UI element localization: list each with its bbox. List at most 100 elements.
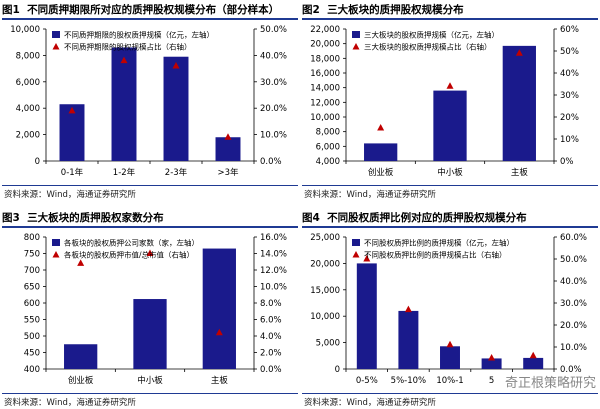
y-tick-label-left: 750 [24,250,40,260]
chart-title-1: 图1 不同质押期限所对应的质押股权规模分布（部分样本） [2,2,298,20]
y-tick-label-right: 8.0% [260,299,282,309]
y-tick-label-left: 16,000 [310,69,340,79]
chart-panel-1: 图1 不同质押期限所对应的质押股权规模分布（部分样本） 0 2,000 4,000 6… [2,2,298,202]
x-tick-label: 中小板 [437,167,463,178]
source-rule [302,393,598,394]
bar [59,104,85,161]
y-tick-label-right: 60% [560,25,579,35]
bar [133,299,167,369]
marker-point [146,249,154,256]
legend-bar-swatch [52,31,60,38]
legend-label: 三大板块的股权质押规模（亿元，左轴） [364,30,499,40]
source-note: 资料来源：Wind，海通证券研究所 [304,190,436,200]
source-note: 资料来源：Wind，海通证券研究所 [4,398,136,408]
figure-title: 不同股权质押比例对应的质押股权规模分布 [327,212,527,224]
y-tick-label-right: 30.0% [560,299,587,309]
x-tick-label: 0-5% [356,376,378,386]
y-tick-label-left: 5,000 [316,339,340,349]
marker-point [377,124,385,131]
y-tick-label-right: 10% [560,135,579,145]
y-tick-label-left: 6,000 [16,78,40,88]
x-tick-label: 5%-10% [391,376,426,386]
bar [111,47,137,162]
legend-label: 不同股权质押比例的质押规模占比（右轴） [364,250,507,260]
legend-label: 三大板块的股权质押规模占比（右轴） [364,42,492,52]
y-tick-label-right: 30% [560,91,579,101]
y-tick-label-left: 8,000 [316,128,340,138]
figure-number: 图2 [302,4,320,16]
marker-point [215,328,223,336]
y-tick-label-left: 10,000 [310,113,340,123]
y-tick-label-left: 12,000 [310,98,340,108]
marker-point [515,49,523,56]
marker-point [446,82,454,89]
y-tick-label-left: 18,000 [310,54,340,64]
y-tick-label-left: 6,000 [316,142,340,152]
bar [202,248,236,369]
y-tick-label-right: 0% [560,157,574,167]
y-tick-label-left: 14,000 [310,84,340,94]
y-tick-label-left: 22,000 [310,25,340,35]
figure-number: 图1 [2,4,20,16]
legend-label: 各板块的股权质押市值/总市值（右轴） [64,250,194,260]
y-tick-label-left: 10,000 [310,312,340,322]
figure-number: 图3 [2,212,20,224]
bar [502,45,536,161]
y-tick-label-right: 20.0% [560,321,587,331]
y-tick-label-right: 40% [560,69,579,79]
figure-number: 图4 [302,212,320,224]
figure-title: 三大板块的质押股权家数分布 [27,212,164,224]
x-tick-label: 创业板 [368,167,394,178]
y-tick-label-right: 4.0% [260,332,282,342]
marker-point [529,351,537,359]
y-tick-label-left: 0 [335,365,340,375]
bar-chart-3: 400 450 500 550 600 650 700 750 800 0.0% 2.0% 4.0% 6… [24,233,287,386]
y-tick-label-left: 15,000 [310,286,340,296]
y-tick-label-right: 30.0% [260,78,287,88]
bar-chart-4: 0 5,000 10,000 15,000 20,000 25,000 0.0% 10.0% 2… [310,233,587,386]
legend-label: 不同股权质押比例的质押规模（亿元，左轴） [364,238,514,248]
bar [523,357,544,369]
bar [433,90,467,161]
x-tick-label: 5 [489,376,494,386]
bar [163,56,189,161]
marker-point [120,56,128,64]
y-tick-label-left: 2,000 [16,131,40,141]
legend-marker-swatch [352,43,360,50]
y-tick-label-left: 650 [24,283,40,293]
marker-point [172,61,180,69]
chart-title-2: 图2 三大板块的质押股权规模分布 [302,2,598,20]
chart-panel-4: 图4 不同股权质押比例对应的质押股权规模分布 0 5,000 10,000 15,00… [302,210,598,408]
bar [356,263,377,369]
legend-marker-swatch [52,43,60,50]
marker-point [404,305,412,313]
chart-panel-3: 图3 三大板块的质押股权家数分布 400 450 500 550 600 650 700 75… [2,210,298,408]
marker-point [363,255,371,262]
watermark-text: 奇正根策略研究 [504,376,596,391]
chart-title-4: 图4 不同股权质押比例对应的质押股权规模分布 [302,210,598,228]
y-tick-label-right: 0.0% [260,157,282,167]
chart-panel-2: 图2 三大板块的质押股权规模分布 4,000 6,000 8,000 10,000 12… [302,2,598,202]
bar [398,310,419,369]
y-tick-label-left: 800 [24,233,40,243]
x-tick-label: 主板 [211,375,229,386]
source-rule [2,393,298,394]
legend-bar-swatch [52,239,60,246]
source-note: 资料来源：Wind，海通证券研究所 [304,398,436,408]
y-tick-label-right: 0.0% [560,365,582,375]
x-tick-label: 中小板 [137,375,163,386]
y-tick-label-left: 4,000 [316,157,340,167]
legend-marker-swatch [352,251,360,258]
marker-point [488,354,496,361]
y-tick-label-left: 550 [24,316,40,326]
y-tick-label-right: 40.0% [560,277,587,287]
bar-chart-2: 4,000 6,000 8,000 10,000 12,000 14,000 16,000 1… [310,25,579,178]
y-tick-label-right: 0.0% [260,365,282,375]
y-tick-label-left: 700 [24,266,40,276]
marker-point [68,106,76,114]
x-tick-label: >3年 [217,167,239,178]
bar-chart-1: 0 2,000 4,000 6,000 8,000 10,000 0.0% 10.0% 20.0… [10,25,287,178]
y-tick-label-right: 50.0% [560,255,587,265]
y-tick-label-right: 10.0% [260,283,287,293]
bar [64,344,98,369]
